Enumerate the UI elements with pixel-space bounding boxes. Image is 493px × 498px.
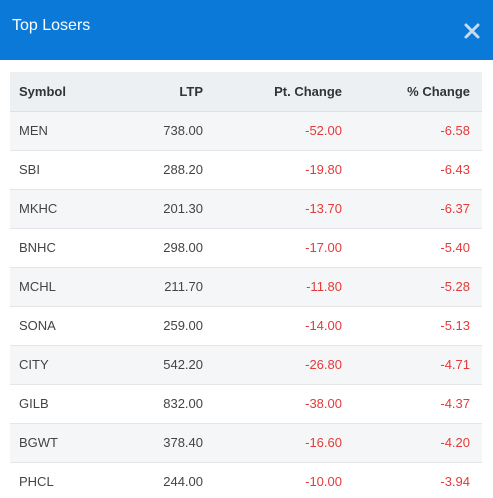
cell-symbol: BNHC (10, 228, 120, 268)
cell-pt-change: -26.80 (212, 345, 352, 385)
table-row[interactable]: MEN 738.00 -52.00 -6.58 (10, 111, 482, 151)
cell-symbol: PHCL (10, 462, 120, 498)
cell-pt-change: -11.80 (212, 267, 352, 307)
column-header-pct-change[interactable]: % Change (352, 72, 482, 112)
cell-pt-change: -13.70 (212, 189, 352, 229)
cell-pct-change: -5.40 (352, 228, 482, 268)
cell-ltp: 288.20 (120, 150, 212, 190)
cell-pct-change: -4.37 (352, 384, 482, 424)
cell-pt-change: -52.00 (212, 111, 352, 151)
cell-pct-change: -6.58 (352, 111, 482, 151)
cell-pct-change: -5.13 (352, 306, 482, 346)
cell-symbol: SBI (10, 150, 120, 190)
cell-pt-change: -16.60 (212, 423, 352, 463)
losers-table: Symbol LTP Pt. Change % Change MEN 738.00… (10, 72, 482, 498)
cell-pct-change: -6.37 (352, 189, 482, 229)
cell-pct-change: -6.43 (352, 150, 482, 190)
cell-pt-change: -10.00 (212, 462, 352, 498)
cell-pt-change: -17.00 (212, 228, 352, 268)
table-row[interactable]: BNHC 298.00 -17.00 -5.40 (10, 228, 482, 268)
cell-pct-change: -3.94 (352, 462, 482, 498)
cell-pt-change: -14.00 (212, 306, 352, 346)
cell-symbol: MCHL (10, 267, 120, 307)
losers-table-container: Symbol LTP Pt. Change % Change MEN 738.00… (10, 72, 482, 498)
cell-ltp: 211.70 (120, 267, 212, 307)
table-header-row: Symbol LTP Pt. Change % Change (10, 72, 482, 112)
cell-ltp: 378.40 (120, 423, 212, 463)
cell-symbol: GILB (10, 384, 120, 424)
cell-pct-change: -5.28 (352, 267, 482, 307)
table-row[interactable]: MKHC 201.30 -13.70 -6.37 (10, 189, 482, 229)
cell-symbol: CITY (10, 345, 120, 385)
table-row[interactable]: GILB 832.00 -38.00 -4.37 (10, 384, 482, 424)
cell-ltp: 738.00 (120, 111, 212, 151)
cell-pct-change: -4.71 (352, 345, 482, 385)
cell-ltp: 244.00 (120, 462, 212, 498)
cell-symbol: BGWT (10, 423, 120, 463)
table-row[interactable]: SONA 259.00 -14.00 -5.13 (10, 306, 482, 346)
table-row[interactable]: MCHL 211.70 -11.80 -5.28 (10, 267, 482, 307)
table-row[interactable]: BGWT 378.40 -16.60 -4.20 (10, 423, 482, 463)
cell-symbol: MKHC (10, 189, 120, 229)
column-header-ltp[interactable]: LTP (120, 72, 212, 112)
cell-ltp: 542.20 (120, 345, 212, 385)
cell-pct-change: -4.20 (352, 423, 482, 463)
cell-ltp: 201.30 (120, 189, 212, 229)
table-row[interactable]: PHCL 244.00 -10.00 -3.94 (10, 462, 482, 498)
table-row[interactable]: SBI 288.20 -19.80 -6.43 (10, 150, 482, 190)
close-icon (464, 23, 480, 39)
cell-ltp: 298.00 (120, 228, 212, 268)
cell-symbol: MEN (10, 111, 120, 151)
close-button[interactable] (461, 20, 483, 42)
cell-symbol: SONA (10, 306, 120, 346)
column-header-symbol[interactable]: Symbol (10, 72, 120, 112)
cell-pt-change: -38.00 (212, 384, 352, 424)
cell-ltp: 259.00 (120, 306, 212, 346)
modal-title: Top Losers (12, 17, 91, 34)
modal-header: Top Losers (0, 0, 493, 60)
cell-pt-change: -19.80 (212, 150, 352, 190)
table-row[interactable]: CITY 542.20 -26.80 -4.71 (10, 345, 482, 385)
cell-ltp: 832.00 (120, 384, 212, 424)
column-header-pt-change[interactable]: Pt. Change (212, 72, 352, 112)
